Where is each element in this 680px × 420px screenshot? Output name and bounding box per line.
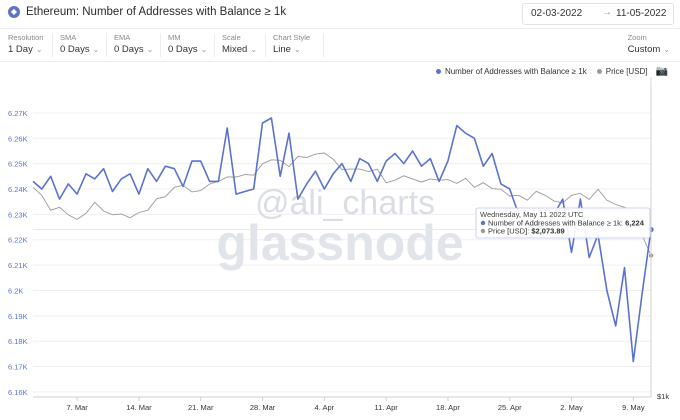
y-tick-label: 6.16K bbox=[8, 388, 28, 397]
chart-legend: Number of Addresses with Balance ≥ 1k Pr… bbox=[426, 66, 668, 77]
zoom-value: Custom bbox=[627, 44, 661, 55]
x-axis: 7. Mar 14. Mar 21. Mar 28. Mar 4. Apr 11. Apr… bbox=[67, 397, 645, 412]
watermark-handle: @ali_charts bbox=[255, 184, 435, 222]
y-tick-label: 6.19K bbox=[8, 312, 28, 321]
y-tick-label: 6.23K bbox=[8, 210, 28, 219]
tooltip-price: Price [USD]: $2,073.89 bbox=[488, 227, 565, 236]
scale-value: Mixed bbox=[222, 44, 248, 55]
x-tick-label: 7. Mar bbox=[67, 403, 89, 412]
tooltip-addresses-value: 6,224 bbox=[625, 219, 645, 228]
y-tick-label: 6.26K bbox=[8, 134, 28, 143]
ema-select[interactable]: EMA 0 Days ⌄ bbox=[106, 33, 161, 57]
legend-swatch-addresses bbox=[435, 69, 441, 74]
resolution-value: 1 Day bbox=[8, 44, 33, 55]
chart-style-value: Line bbox=[273, 44, 291, 55]
zoom-label: Zoom bbox=[627, 33, 647, 42]
y-right-tick-label: $1k bbox=[657, 392, 669, 401]
legend-label-price: Price [USD] bbox=[605, 67, 648, 76]
date-to[interactable]: 11-05-2022 bbox=[616, 8, 667, 19]
title-row: ◆ Ethereum: Number of Addresses with Bal… bbox=[8, 6, 286, 18]
chart-style-label: Chart Style bbox=[273, 33, 311, 42]
chart-header: ◆ Ethereum: Number of Addresses with Bal… bbox=[0, 0, 680, 28]
x-tick-label: 18. Apr bbox=[436, 403, 460, 412]
sma-select[interactable]: SMA 0 Days ⌄ bbox=[52, 33, 107, 57]
y-tick-label: 6.18K bbox=[8, 337, 28, 346]
watermark: @ali_charts glassnode bbox=[216, 184, 463, 271]
y-axis-right: $1k bbox=[650, 85, 669, 401]
arrow-right-icon: → bbox=[602, 7, 612, 18]
ethereum-icon: ◆ bbox=[8, 6, 20, 18]
scale-label: Scale bbox=[222, 33, 241, 42]
legend-label-addresses: Number of Addresses with Balance ≥ 1k bbox=[444, 67, 587, 76]
chart-style-select[interactable]: Chart Style Line ⌄ bbox=[265, 33, 324, 57]
tooltip-addresses-label: Number of Addresses with Balance ≥ 1k: bbox=[488, 219, 623, 228]
tooltip-swatch-addresses bbox=[480, 220, 486, 226]
y-tick-label: 6.24K bbox=[8, 185, 28, 194]
scale-select[interactable]: Scale Mixed ⌄ bbox=[214, 33, 266, 57]
tooltip: Wednesday, May 11 2022 UTC Number of Add… bbox=[475, 207, 651, 239]
chevron-down-icon: ⌄ bbox=[293, 45, 301, 54]
tooltip-price-value: $2,073.89 bbox=[531, 227, 564, 236]
legend-item-price[interactable]: Price [USD] bbox=[596, 67, 648, 76]
date-range-picker[interactable]: 02-03-2022 → 11-05-2022 bbox=[522, 3, 674, 25]
chevron-down-icon: ⌄ bbox=[92, 45, 100, 54]
chevron-down-icon: ⌄ bbox=[146, 45, 154, 54]
tooltip-date: Wednesday, May 11 2022 UTC bbox=[480, 210, 584, 219]
sma-value: 0 Days bbox=[60, 44, 90, 55]
y-tick-label: 6.25K bbox=[8, 160, 28, 169]
tooltip-price-label: Price [USD]: bbox=[488, 227, 529, 236]
x-tick-label: 21. Mar bbox=[188, 403, 214, 412]
y-tick-label: 6.2K bbox=[8, 286, 23, 295]
resolution-label: Resolution bbox=[8, 33, 44, 42]
ema-label: EMA bbox=[114, 33, 131, 42]
chevron-down-icon: ⌄ bbox=[663, 45, 670, 54]
legend-item-addresses[interactable]: Number of Addresses with Balance ≥ 1k bbox=[435, 67, 587, 76]
y-tick-label: 6.17K bbox=[8, 363, 28, 372]
chevron-down-icon: ⌄ bbox=[250, 45, 258, 54]
x-tick-label: 9. May bbox=[622, 403, 645, 412]
x-tick-label: 4. Apr bbox=[315, 403, 335, 412]
y-tick-label: 6.27K bbox=[8, 109, 28, 118]
y-tick-label: 6.21K bbox=[8, 261, 28, 270]
chart-controls: Resolution 1 Day ⌄ SMA 0 Days ⌄ EMA 0 Days… bbox=[0, 28, 680, 62]
mm-label: MM bbox=[168, 33, 181, 42]
chevron-down-icon: ⌄ bbox=[200, 45, 208, 54]
mm-select[interactable]: MM 0 Days ⌄ bbox=[160, 33, 215, 57]
x-tick-label: 28. Mar bbox=[250, 403, 276, 412]
x-tick-label: 25. Apr bbox=[498, 403, 522, 412]
x-tick-label: 14. Mar bbox=[126, 403, 152, 412]
resolution-select[interactable]: Resolution 1 Day ⌄ bbox=[0, 33, 53, 57]
zoom-select[interactable]: Zoom Custom ⌄ bbox=[628, 33, 670, 55]
tooltip-swatch-price bbox=[480, 228, 486, 234]
ema-value: 0 Days bbox=[114, 44, 144, 55]
mm-value: 0 Days bbox=[168, 44, 198, 55]
sma-label: SMA bbox=[60, 33, 77, 42]
y-axis-left: 6.16K 6.17K 6.18K 6.19K 6.2K 6.21K 6.22K 6.23K 6… bbox=[8, 109, 28, 397]
chevron-down-icon: ⌄ bbox=[35, 45, 43, 54]
chart-title: Ethereum: Number of Addresses with Balan… bbox=[26, 6, 287, 18]
tooltip-box bbox=[475, 207, 651, 239]
tooltip-addresses: Number of Addresses with Balance ≥ 1k: 6… bbox=[488, 219, 645, 228]
x-tick-label: 11. Apr bbox=[375, 403, 399, 412]
y-tick-label: 6.22K bbox=[8, 236, 28, 245]
watermark-brand: glassnode bbox=[216, 215, 463, 271]
camera-icon[interactable]: 📷 bbox=[655, 66, 668, 77]
date-from[interactable]: 02-03-2022 bbox=[531, 8, 583, 19]
series-line-price bbox=[32, 152, 652, 256]
x-tick-label: 2. May bbox=[560, 403, 583, 412]
legend-swatch-price bbox=[596, 69, 602, 74]
